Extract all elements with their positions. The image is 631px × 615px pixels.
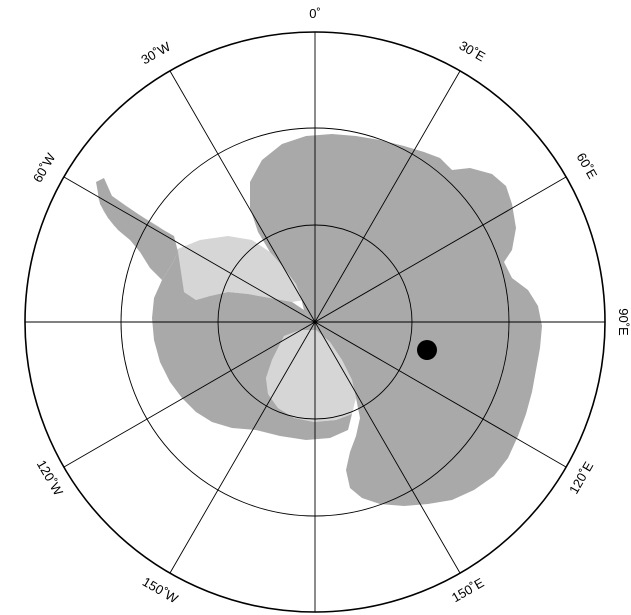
site-marker xyxy=(417,340,437,360)
east-antarctica xyxy=(250,134,542,506)
antarctic-peninsula xyxy=(96,178,178,280)
label-90e: 90˚E xyxy=(616,308,631,336)
map-frame xyxy=(24,31,606,613)
ronne-filchner-ice-shelf xyxy=(175,236,304,302)
label-120e: 120˚E xyxy=(566,459,596,497)
west-antarctica xyxy=(152,252,352,440)
ross-ice-shelf xyxy=(266,330,356,422)
label-150w: 150˚W xyxy=(140,574,181,606)
label-60e: 60˚E xyxy=(574,150,601,182)
label-0: 0˚ xyxy=(309,6,321,21)
label-30w: 30˚W xyxy=(139,38,174,67)
label-60w: 60˚W xyxy=(30,150,59,185)
label-150e: 150˚E xyxy=(449,575,487,605)
antarctica-landmass xyxy=(96,134,542,506)
label-30e: 30˚E xyxy=(457,38,489,65)
meridian-150e-30w xyxy=(169,70,461,574)
graticule xyxy=(24,31,606,613)
